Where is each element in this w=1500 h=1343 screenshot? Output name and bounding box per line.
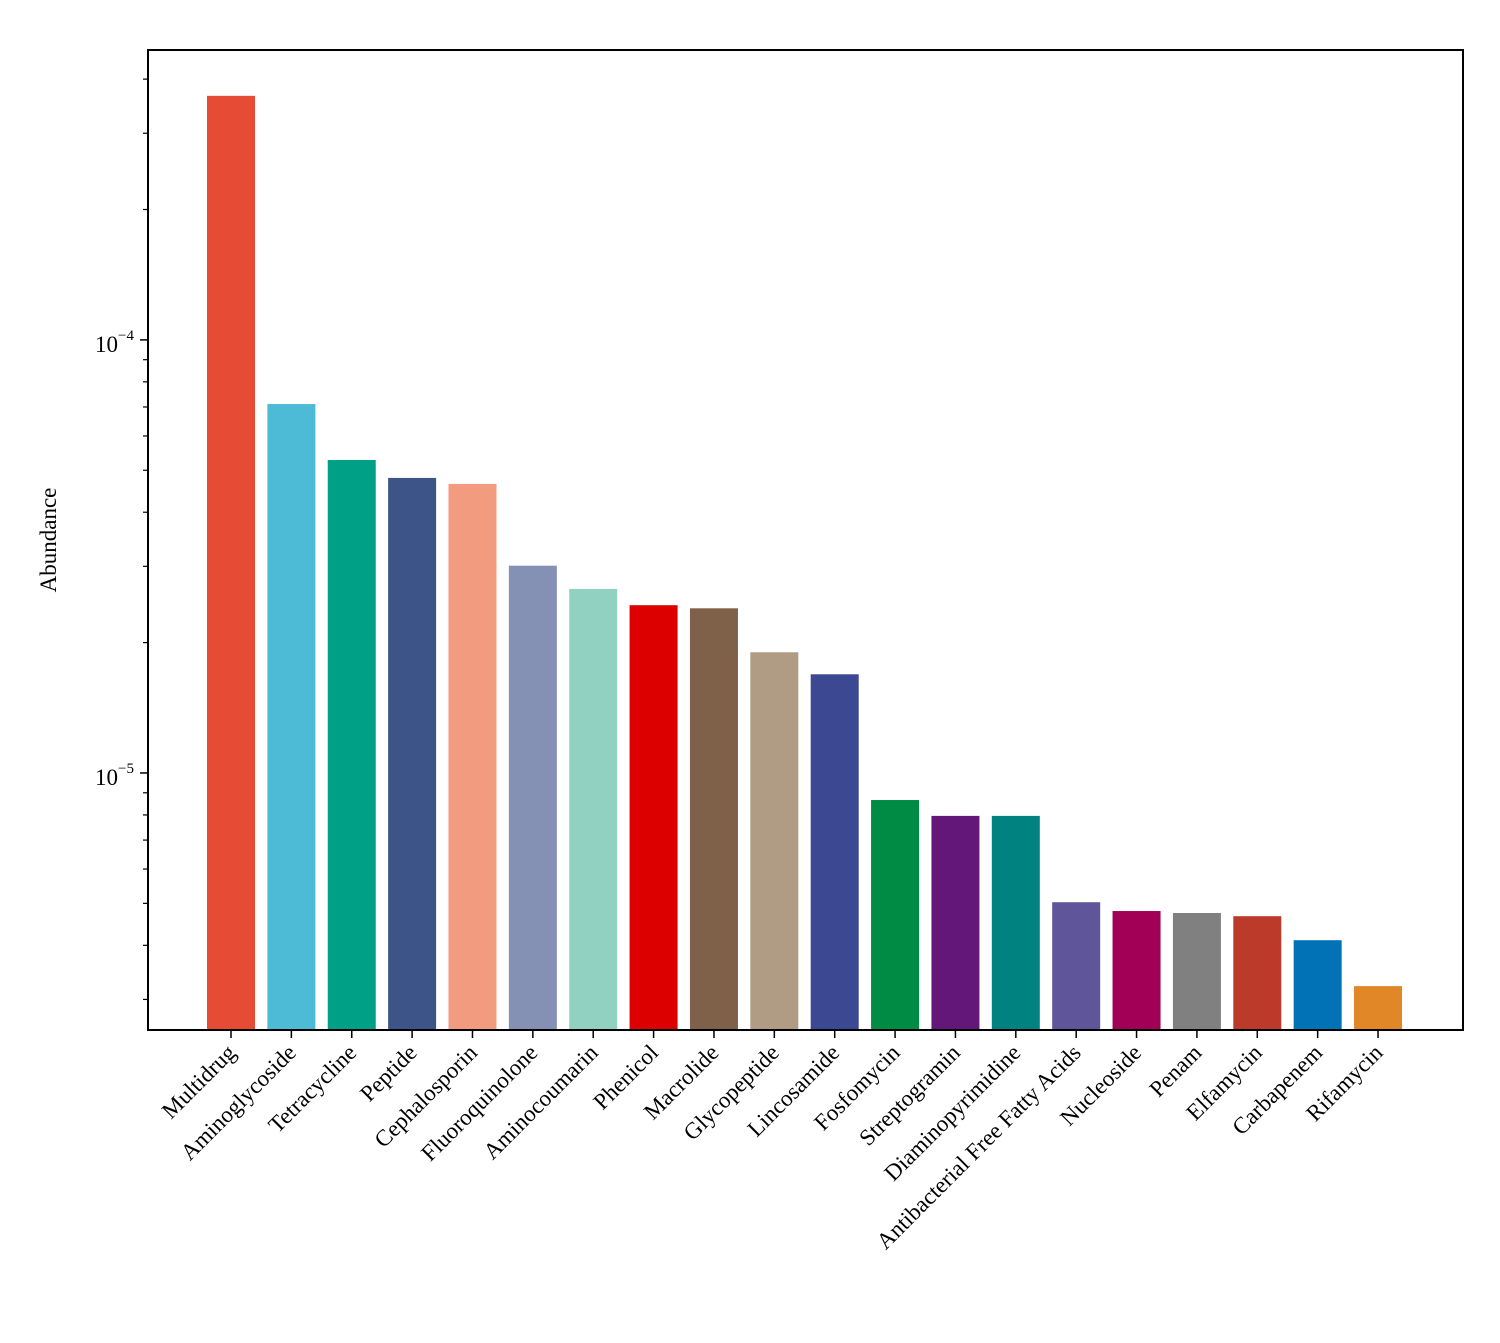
bar-tetracycline: [327, 460, 376, 1031]
bar-streptogramin: [931, 815, 980, 1030]
bar-diaminopyrimidine: [991, 815, 1040, 1030]
bar-phenicol: [629, 605, 678, 1030]
bar-cephalosporin: [448, 483, 497, 1031]
bar-fluoroquinolone: [508, 565, 557, 1030]
bar-fosfomycin: [871, 800, 920, 1030]
bar-rifamycin: [1354, 986, 1403, 1030]
bar-aminocoumarin: [569, 588, 618, 1030]
bar-lincosamide: [810, 674, 859, 1030]
bar-nucleoside: [1112, 911, 1161, 1030]
bar-glycopeptide: [750, 652, 799, 1030]
bar-elfamycin: [1233, 916, 1282, 1030]
y-tick-label: 10−4: [95, 328, 134, 357]
plot-frame: [147, 49, 1464, 1031]
bar-antibacterial-free-fatty-acids: [1052, 902, 1101, 1030]
bar-macrolide: [689, 608, 738, 1030]
y-axis-label: Abundance: [36, 488, 61, 593]
bar-multidrug: [207, 95, 255, 1030]
y-tick-label: 10−5: [95, 761, 134, 790]
bar-penam: [1172, 912, 1221, 1030]
bar-peptide: [388, 477, 437, 1030]
bar-carbapenem: [1293, 940, 1342, 1030]
bar-aminoglycoside: [267, 404, 316, 1030]
